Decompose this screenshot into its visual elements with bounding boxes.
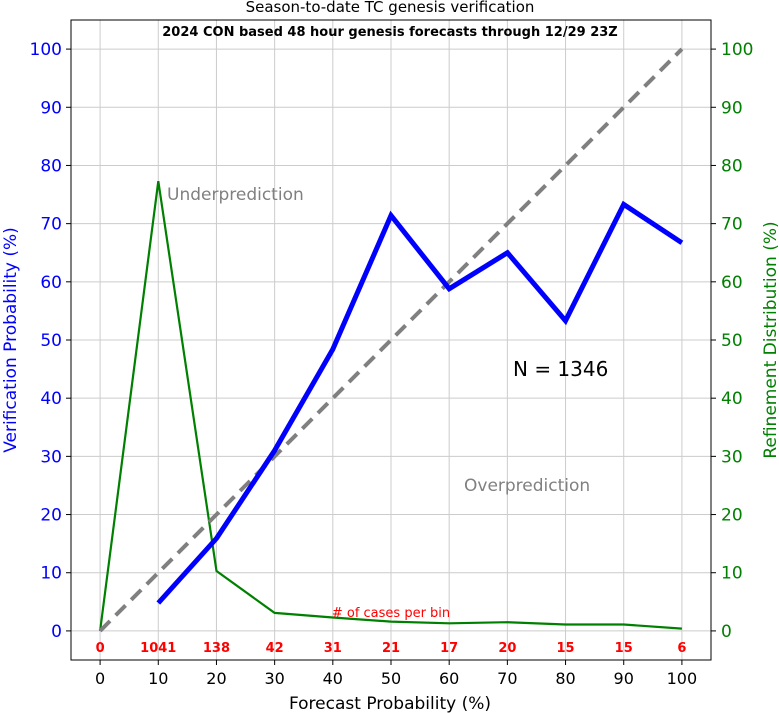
case-counts: 0 1041 138 42 31 21 17 20 15 15 6 [96, 641, 687, 656]
x-tick-label: 90 [614, 669, 634, 688]
x-tick-label: 30 [264, 669, 284, 688]
right-y-tick-label: 60 [721, 273, 743, 293]
sample-size-annotation: N = 1346 [513, 357, 608, 381]
x-tick-label: 70 [497, 669, 517, 688]
right-y-tick-label: 30 [721, 447, 743, 467]
left-y-tick-label: 80 [40, 156, 62, 176]
case-count-label: 138 [203, 641, 230, 656]
case-count-label: 21 [382, 641, 400, 656]
x-tick-label: 40 [323, 669, 343, 688]
x-tick-label: 100 [667, 669, 698, 688]
right-y-tick-label: 40 [721, 389, 743, 409]
left-y-tick-label: 0 [51, 622, 62, 642]
x-tick-label: 20 [206, 669, 226, 688]
grid [71, 20, 711, 660]
x-tick-label: 80 [555, 669, 575, 688]
left-y-tick-label: 90 [40, 98, 62, 118]
right-y-axis-ticks: 0 10 20 30 40 50 60 70 80 90 100 [711, 40, 753, 642]
left-y-tick-label: 60 [40, 273, 62, 293]
right-y-axis-label: Refinement Distribution (%) [761, 221, 779, 458]
right-y-tick-label: 70 [721, 215, 743, 235]
case-count-label: 1041 [140, 641, 176, 656]
x-axis-ticks: 0 10 20 30 40 50 60 70 80 90 100 [95, 660, 697, 688]
case-count-label: 17 [440, 641, 458, 656]
case-count-label: 20 [498, 641, 516, 656]
perfect-reliability-line [98, 47, 684, 633]
left-y-tick-label: 10 [40, 564, 62, 584]
verification-line [156, 200, 684, 605]
left-y-tick-label: 30 [40, 447, 62, 467]
case-count-label: 15 [556, 641, 574, 656]
left-y-tick-label: 40 [40, 389, 62, 409]
left-y-tick-label: 100 [30, 40, 62, 60]
chart-title: Season-to-date TC genesis verification [246, 0, 535, 16]
right-y-tick-label: 100 [721, 40, 753, 60]
right-y-tick-label: 80 [721, 156, 743, 176]
overprediction-annotation: Overprediction [464, 476, 590, 496]
series-layer [98, 47, 684, 633]
cases-per-bin-label: # of cases per bin [332, 606, 450, 621]
right-y-tick-label: 20 [721, 506, 743, 526]
x-tick-label: 0 [95, 669, 105, 688]
left-y-tick-label: 70 [40, 215, 62, 235]
x-axis-label: Forecast Probability (%) [289, 694, 491, 713]
case-count-label: 15 [615, 641, 633, 656]
x-tick-label: 60 [439, 669, 459, 688]
case-count-label: 42 [266, 641, 284, 656]
case-count-label: 31 [324, 641, 342, 656]
left-y-axis-label: Verification Probability (%) [1, 227, 21, 453]
chart-subtitle: 2024 CON based 48 hour genesis forecasts… [162, 25, 617, 40]
x-tick-label: 10 [148, 669, 168, 688]
underprediction-annotation: Underprediction [167, 185, 304, 205]
left-y-tick-label: 20 [40, 506, 62, 526]
left-y-axis-ticks: 0 10 20 30 40 50 60 70 80 90 100 [30, 40, 71, 642]
right-y-tick-label: 50 [721, 331, 743, 351]
left-y-tick-label: 50 [40, 331, 62, 351]
x-tick-label: 50 [381, 669, 401, 688]
right-y-tick-label: 10 [721, 564, 743, 584]
right-y-tick-label: 90 [721, 98, 743, 118]
refinement-line [99, 181, 682, 632]
case-count-label: 6 [677, 641, 686, 656]
right-y-tick-label: 0 [721, 622, 732, 642]
case-count-label: 0 [96, 641, 105, 656]
